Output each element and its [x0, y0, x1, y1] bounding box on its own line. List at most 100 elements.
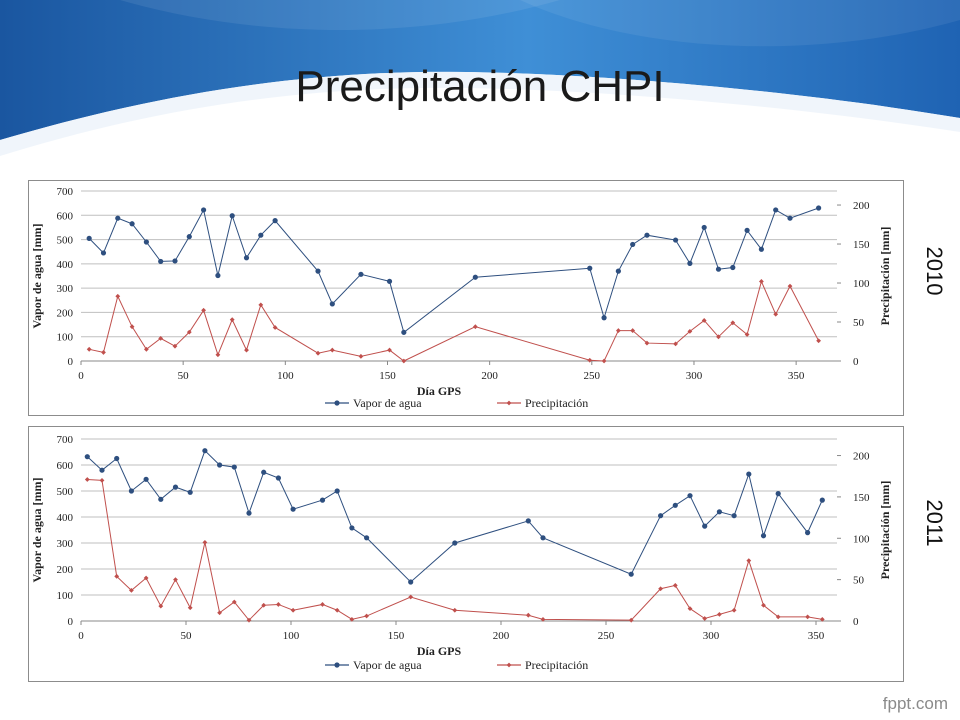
data-point-precipitacion — [644, 340, 650, 346]
data-point-vapor — [816, 205, 822, 211]
data-point-precipitacion — [261, 602, 267, 608]
x-tick-label: 0 — [78, 370, 84, 382]
data-point-vapor — [128, 488, 134, 494]
data-point-vapor — [472, 274, 478, 280]
data-point-precipitacion — [587, 357, 593, 363]
y2-tick-label: 50 — [853, 575, 865, 587]
data-point-precipitacion — [143, 575, 149, 581]
y-tick-label: 500 — [57, 486, 74, 498]
y2-tick-label: 200 — [853, 200, 870, 212]
x-tick-label: 250 — [584, 370, 601, 382]
y-axis-title: Vapor de agua [mm] — [30, 477, 44, 582]
y-tick-label: 700 — [57, 434, 74, 446]
y-tick-label: 500 — [57, 235, 74, 247]
y-tick-label: 600 — [57, 460, 74, 472]
x-tick-label: 300 — [686, 370, 703, 382]
data-point-precipitacion — [673, 341, 678, 347]
y-tick-label: 400 — [57, 512, 74, 524]
y-tick-label: 600 — [57, 210, 74, 222]
data-point-vapor — [215, 272, 221, 279]
data-point-vapor — [143, 476, 149, 482]
series-line-precipitacion — [87, 479, 823, 621]
data-point-precipitacion — [658, 586, 663, 592]
x-tick-label: 0 — [78, 630, 84, 642]
data-point-vapor — [114, 455, 120, 462]
y-tick-label: 100 — [57, 332, 74, 344]
y-tick-label: 0 — [68, 356, 74, 368]
data-point-vapor — [172, 258, 178, 264]
legend-label: Vapor de agua — [353, 396, 422, 410]
data-point-precipitacion — [158, 603, 164, 609]
y2-tick-label: 200 — [853, 451, 870, 463]
legend-label: Vapor de agua — [353, 658, 422, 672]
data-point-precipitacion — [805, 614, 810, 620]
data-point-vapor — [773, 207, 779, 213]
data-point-vapor — [401, 329, 407, 335]
data-point-precipitacion — [315, 350, 321, 356]
data-point-vapor — [261, 469, 267, 475]
data-point-vapor — [329, 301, 335, 307]
data-point-vapor — [658, 513, 664, 519]
data-point-precipitacion — [201, 307, 206, 313]
data-point-vapor — [601, 315, 607, 321]
x-tick-label: 150 — [379, 370, 396, 382]
data-point-precipitacion — [334, 607, 340, 613]
data-point-vapor — [672, 237, 679, 243]
data-point-vapor — [187, 489, 193, 495]
data-point-precipitacion — [290, 607, 296, 613]
data-point-precipitacion — [387, 347, 392, 353]
data-point-precipitacion — [540, 616, 546, 622]
data-point-precipitacion — [173, 577, 178, 583]
y-tick-label: 200 — [57, 564, 74, 576]
data-point-vapor — [775, 491, 781, 497]
data-point-vapor — [84, 454, 90, 460]
data-point-precipitacion — [525, 612, 531, 618]
data-point-precipitacion — [630, 328, 636, 333]
data-point-vapor — [334, 488, 340, 494]
data-point-precipitacion — [86, 346, 92, 352]
x-tick-label: 250 — [598, 630, 615, 642]
data-point-vapor — [644, 232, 650, 238]
data-point-precipitacion — [272, 325, 278, 330]
x-tick-label: 50 — [181, 630, 193, 642]
y2-tick-label: 0 — [853, 356, 859, 368]
data-point-vapor — [731, 513, 737, 519]
series-line-vapor — [88, 207, 819, 334]
data-point-precipitacion — [215, 352, 221, 358]
data-point-vapor — [243, 255, 250, 261]
data-point-vapor — [129, 221, 135, 227]
x-axis-title: Día GPS — [417, 644, 462, 658]
x-axis-title: Día GPS — [417, 384, 462, 398]
x-tick-label: 150 — [388, 630, 405, 642]
data-point-vapor — [687, 493, 693, 499]
x-tick-label: 50 — [178, 370, 190, 382]
data-point-vapor — [229, 213, 235, 219]
data-point-vapor — [115, 215, 121, 221]
data-point-precipitacion — [601, 358, 607, 364]
x-tick-label: 200 — [493, 630, 510, 642]
data-point-precipitacion — [276, 602, 281, 607]
year-label-2010: 2010 — [922, 246, 947, 296]
data-point-precipitacion — [231, 599, 237, 605]
data-point-vapor — [758, 246, 765, 252]
data-point-precipitacion — [364, 613, 369, 619]
data-point-precipitacion — [731, 607, 737, 613]
data-point-vapor — [231, 464, 237, 470]
data-point-vapor — [99, 467, 105, 473]
chart-panel-2010: 0 100 200 300 400 500 600 700 0 50 100 150 200 0 50 100… — [28, 180, 904, 416]
data-point-vapor — [746, 471, 752, 477]
series-line-vapor — [86, 449, 823, 583]
data-point-vapor — [787, 215, 793, 221]
y-axis-title: Vapor de agua [mm] — [30, 223, 44, 328]
data-point-vapor — [275, 475, 281, 481]
data-point-vapor — [819, 497, 825, 503]
data-point-precipitacion — [773, 311, 779, 317]
year-label-2011: 2011 — [922, 499, 947, 547]
data-point-precipitacion — [202, 540, 208, 545]
data-point-vapor — [200, 207, 207, 213]
data-point-precipitacion — [158, 335, 164, 341]
data-point-precipitacion — [787, 283, 793, 289]
data-point-precipitacion — [759, 279, 764, 284]
legend-swatch-marker — [334, 662, 340, 668]
y2-tick-label: 0 — [853, 616, 859, 628]
